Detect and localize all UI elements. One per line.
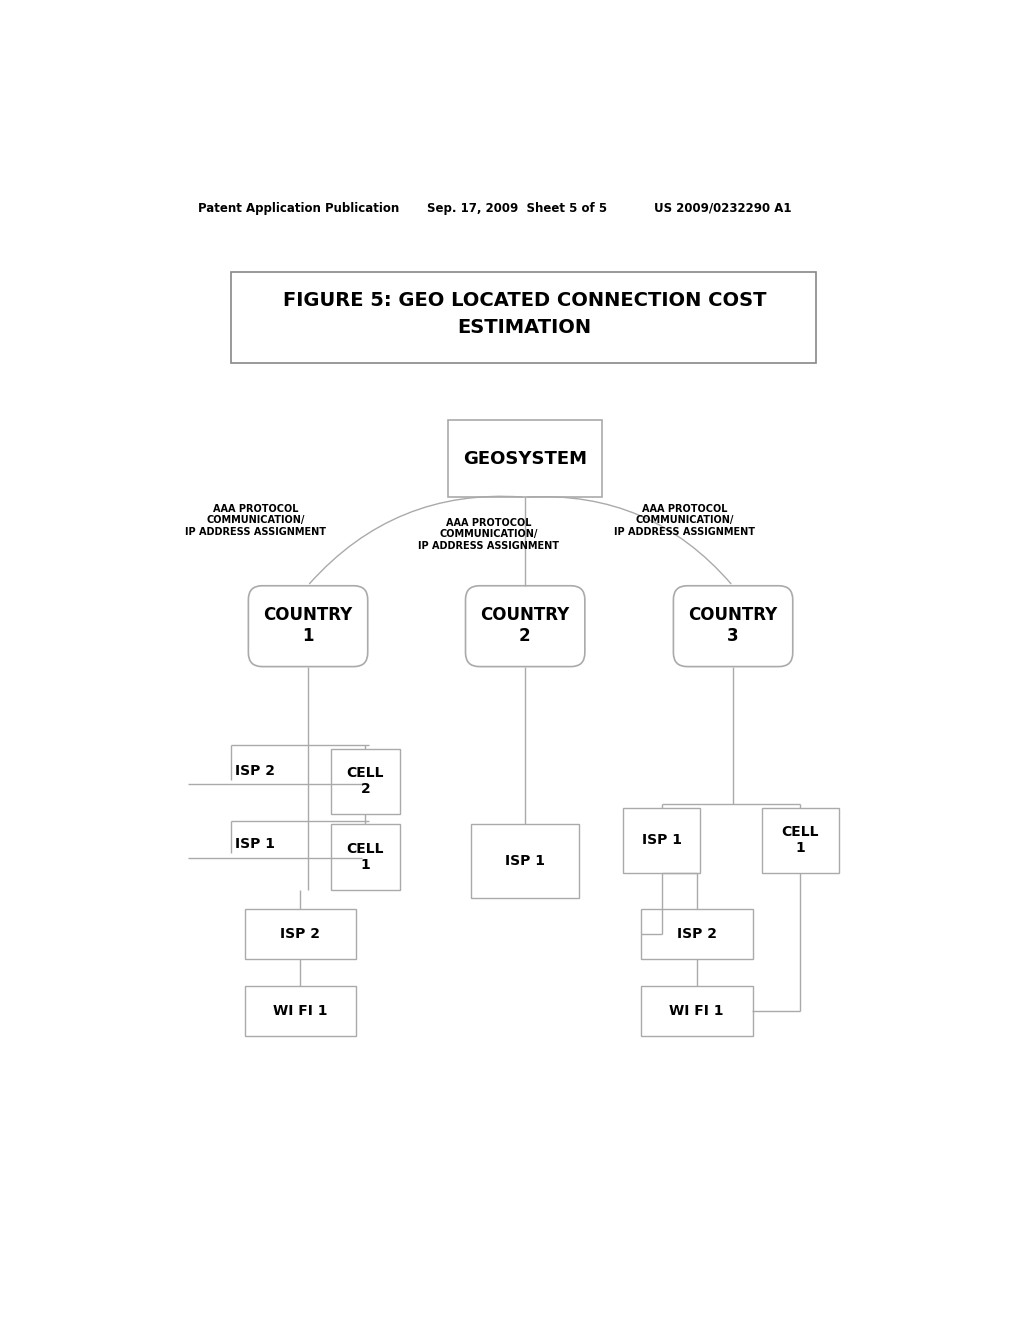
Text: US 2009/0232290 A1: US 2009/0232290 A1 xyxy=(654,202,792,215)
FancyBboxPatch shape xyxy=(249,586,368,667)
Text: ISP 2: ISP 2 xyxy=(677,927,717,941)
Text: ISP 1: ISP 1 xyxy=(236,837,275,850)
Text: COUNTRY
3: COUNTRY 3 xyxy=(688,606,777,645)
Text: AAA PROTOCOL
COMMUNICATION/
IP ADDRESS ASSIGNMENT: AAA PROTOCOL COMMUNICATION/ IP ADDRESS A… xyxy=(184,504,326,537)
FancyBboxPatch shape xyxy=(466,586,585,667)
Text: CELL
1: CELL 1 xyxy=(347,842,384,873)
Text: WI FI 1: WI FI 1 xyxy=(670,1003,724,1018)
Bar xyxy=(641,986,753,1036)
Bar xyxy=(230,272,816,363)
Bar xyxy=(624,808,700,873)
Bar xyxy=(245,986,356,1036)
Text: CELL
1: CELL 1 xyxy=(781,825,819,855)
Text: COUNTRY
2: COUNTRY 2 xyxy=(480,606,569,645)
Text: ISP 2: ISP 2 xyxy=(280,927,319,941)
Text: ISP 1: ISP 1 xyxy=(642,833,682,847)
Text: FIGURE 5: GEO LOCATED CONNECTION COST: FIGURE 5: GEO LOCATED CONNECTION COST xyxy=(283,292,767,310)
Bar xyxy=(245,909,356,960)
Bar xyxy=(331,748,400,814)
Bar xyxy=(471,825,579,898)
Text: ISP 1: ISP 1 xyxy=(505,854,545,867)
Text: CELL
2: CELL 2 xyxy=(347,766,384,796)
Bar xyxy=(641,909,753,960)
Bar xyxy=(331,825,400,890)
Text: Patent Application Publication: Patent Application Publication xyxy=(199,202,399,215)
Text: AAA PROTOCOL
COMMUNICATION/
IP ADDRESS ASSIGNMENT: AAA PROTOCOL COMMUNICATION/ IP ADDRESS A… xyxy=(614,504,756,537)
Text: Sep. 17, 2009  Sheet 5 of 5: Sep. 17, 2009 Sheet 5 of 5 xyxy=(427,202,607,215)
Bar xyxy=(762,808,839,873)
Text: ISP 2: ISP 2 xyxy=(236,763,275,777)
FancyBboxPatch shape xyxy=(674,586,793,667)
Text: GEOSYSTEM: GEOSYSTEM xyxy=(463,450,587,467)
Text: ESTIMATION: ESTIMATION xyxy=(458,318,592,338)
Text: WI FI 1: WI FI 1 xyxy=(272,1003,328,1018)
Bar xyxy=(447,420,602,498)
Text: COUNTRY
1: COUNTRY 1 xyxy=(263,606,352,645)
Text: AAA PROTOCOL
COMMUNICATION/
IP ADDRESS ASSIGNMENT: AAA PROTOCOL COMMUNICATION/ IP ADDRESS A… xyxy=(418,517,559,550)
